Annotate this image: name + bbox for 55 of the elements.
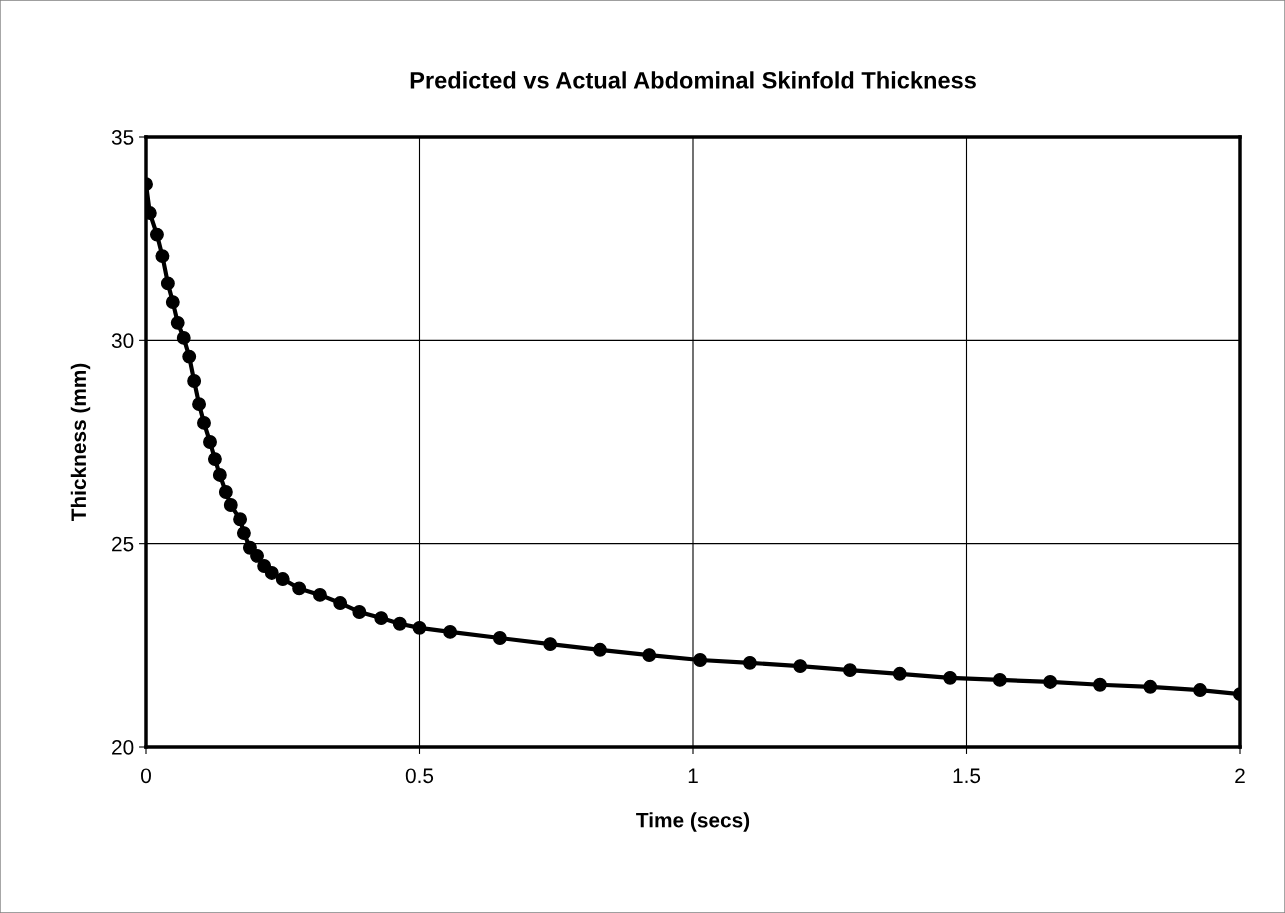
point [192, 397, 207, 412]
chart-title: Predicted vs Actual Abdominal Skinfold Thickness [410, 71, 976, 89]
point [543, 637, 558, 652]
point [236, 526, 251, 541]
y-axis-title: Thickness (mm) [70, 363, 91, 522]
point [943, 670, 958, 685]
point [1193, 683, 1208, 698]
point [352, 605, 367, 619]
point [197, 415, 211, 430]
point [333, 596, 348, 610]
x-tick-label: 1.5 [953, 768, 981, 784]
point [374, 611, 389, 626]
point [182, 349, 197, 364]
point [843, 663, 857, 678]
point [593, 642, 607, 657]
point [218, 485, 233, 499]
y-tick-label: 25 [112, 536, 134, 552]
point [207, 452, 222, 467]
point [275, 572, 290, 586]
point [176, 330, 191, 345]
point [1043, 674, 1058, 689]
point [264, 566, 279, 580]
point [992, 672, 1007, 687]
point [203, 435, 217, 449]
point [170, 315, 185, 330]
point [742, 655, 757, 670]
point [160, 276, 175, 291]
point [1143, 679, 1158, 694]
point [223, 498, 238, 512]
point [642, 648, 657, 663]
x-axis-title: Time (secs) [636, 812, 750, 832]
point [1093, 677, 1107, 692]
point [313, 587, 327, 602]
point [155, 249, 170, 264]
point [165, 295, 180, 310]
x-tick-label: 1 [688, 768, 698, 783]
point [693, 653, 708, 667]
y-tick-label: 30 [111, 333, 134, 349]
point [793, 659, 808, 674]
point [149, 227, 164, 242]
point [412, 620, 427, 635]
point [250, 548, 264, 563]
point [187, 374, 202, 388]
point [233, 512, 248, 527]
point [443, 624, 458, 639]
x-tick-label: 0 [141, 768, 151, 784]
point [292, 581, 307, 596]
x-tick-label: 2 [1235, 768, 1245, 783]
y-tick-label: 35 [111, 130, 134, 145]
point [392, 616, 407, 631]
x-tick-label: 0.5 [405, 768, 434, 784]
point [212, 467, 227, 482]
y-tick-label: 20 [112, 740, 134, 755]
point [892, 666, 907, 681]
point [492, 631, 507, 645]
